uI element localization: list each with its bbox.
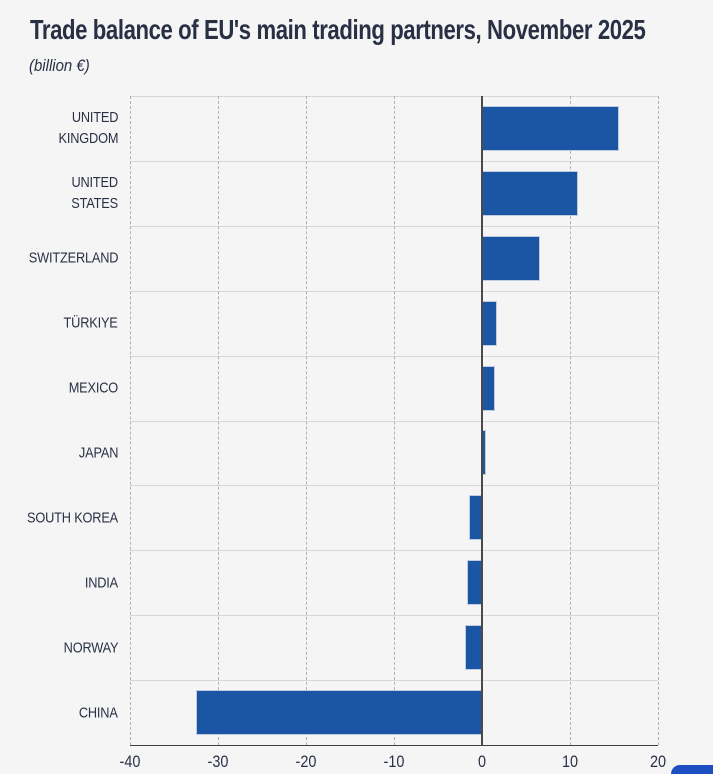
category-label-mexico: MEXICO xyxy=(68,379,118,397)
category-label-japan: JAPAN xyxy=(78,444,118,462)
category-label-china: CHINA xyxy=(79,704,118,722)
x-tick-label--30: -30 xyxy=(207,752,229,771)
bar-mexico[interactable] xyxy=(482,366,495,410)
bar-united-kingdom[interactable] xyxy=(482,106,619,150)
category-label-south-korea: SOUTH KOREA xyxy=(27,509,118,527)
partial-button[interactable] xyxy=(671,765,713,774)
chart-subtitle: (billion €) xyxy=(29,56,90,75)
category-label-switzerland: SWITZERLAND xyxy=(28,249,118,267)
gridline-20 xyxy=(657,96,659,745)
category-labels: UNITED KINGDOM UNITED STATES SWITZERLAND TÜRK… xyxy=(0,96,118,745)
bar-united-states[interactable] xyxy=(482,171,578,215)
gridline--10 xyxy=(393,96,395,745)
x-axis-labels: -40 -30 -20 -10 0 10 20 xyxy=(120,746,666,774)
category-label-united-states: UNITED STATES xyxy=(71,174,118,213)
bar-south-korea[interactable] xyxy=(469,496,482,540)
gridline-10 xyxy=(569,96,571,745)
category-label-united-kingdom: UNITED KINGDOM xyxy=(58,109,118,148)
gridline--40 xyxy=(129,96,131,745)
x-tick-label-20: 20 xyxy=(649,752,667,771)
category-label-norway: NORWAY xyxy=(63,639,118,657)
x-tick-label-0: 0 xyxy=(477,752,487,771)
zero-line xyxy=(481,96,483,745)
bar-china[interactable] xyxy=(196,691,482,735)
gridline--20 xyxy=(305,96,307,745)
plot-area xyxy=(129,96,659,746)
category-label-türkiye: TÜRKIYE xyxy=(63,314,118,332)
bar-türkiye[interactable] xyxy=(482,301,497,345)
category-label-india: INDIA xyxy=(84,574,118,592)
bar-japan[interactable] xyxy=(482,431,485,475)
bar-india[interactable] xyxy=(467,561,482,605)
gridline--30 xyxy=(217,96,219,745)
bar-norway[interactable] xyxy=(466,626,482,670)
x-tick-label--20: -20 xyxy=(295,752,317,771)
x-tick-label-10: 10 xyxy=(561,752,579,771)
x-tick-label--40: -40 xyxy=(119,752,141,771)
x-tick-label--10: -10 xyxy=(383,752,405,771)
chart-title: Trade balance of EU's main trading partn… xyxy=(30,14,646,45)
bar-switzerland[interactable] xyxy=(482,236,540,280)
